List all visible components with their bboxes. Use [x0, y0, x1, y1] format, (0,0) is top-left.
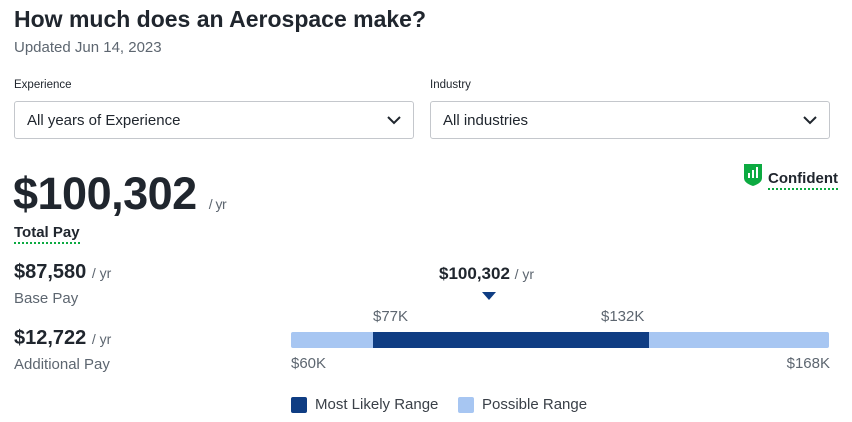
confidence-badge[interactable]: Confident: [743, 163, 838, 192]
legend-likely: Most Likely Range: [291, 396, 438, 413]
possible-swatch: [458, 396, 474, 413]
industry-dropdown[interactable]: All industries: [430, 101, 830, 139]
updated-date: Updated Jun 14, 2023: [14, 39, 162, 56]
additional-pay-label: Additional Pay: [14, 356, 110, 373]
chevron-down-icon: [387, 113, 401, 127]
possible-low-label: $60K: [291, 355, 327, 372]
total-pay-amount: $100,302 / yr: [13, 168, 227, 220]
additional-pay-amount: $12,722 / yr: [14, 327, 112, 349]
industry-value: All industries: [443, 111, 529, 129]
page-title: How much does an Aerospace make?: [14, 6, 427, 32]
total-pay-value: $100,302: [13, 168, 197, 219]
median-pay: $100,302 / yr: [439, 264, 535, 283]
median-marker-icon: [482, 292, 496, 300]
likely-range-bar: [373, 332, 649, 348]
experience-label: Experience: [14, 79, 72, 91]
likely-low-label: $77K: [373, 308, 409, 325]
industry-label: Industry: [430, 79, 471, 91]
total-pay-label[interactable]: Total Pay: [14, 224, 80, 244]
likely-swatch: [291, 396, 307, 413]
total-pay-unit: / yr: [208, 196, 227, 212]
base-pay-label: Base Pay: [14, 290, 79, 307]
possible-high-label: $168K: [786, 355, 830, 372]
likely-high-label: $132K: [601, 308, 645, 325]
possible-range-bar: [291, 332, 829, 348]
confidence-label: Confident: [768, 170, 838, 190]
base-pay-amount: $87,580 / yr: [14, 261, 112, 283]
chevron-down-icon: [803, 113, 817, 127]
experience-value: All years of Experience: [27, 111, 181, 129]
bar-chart-shield-icon: [743, 163, 763, 192]
experience-dropdown[interactable]: All years of Experience: [14, 101, 414, 139]
legend-possible: Possible Range: [458, 396, 587, 413]
